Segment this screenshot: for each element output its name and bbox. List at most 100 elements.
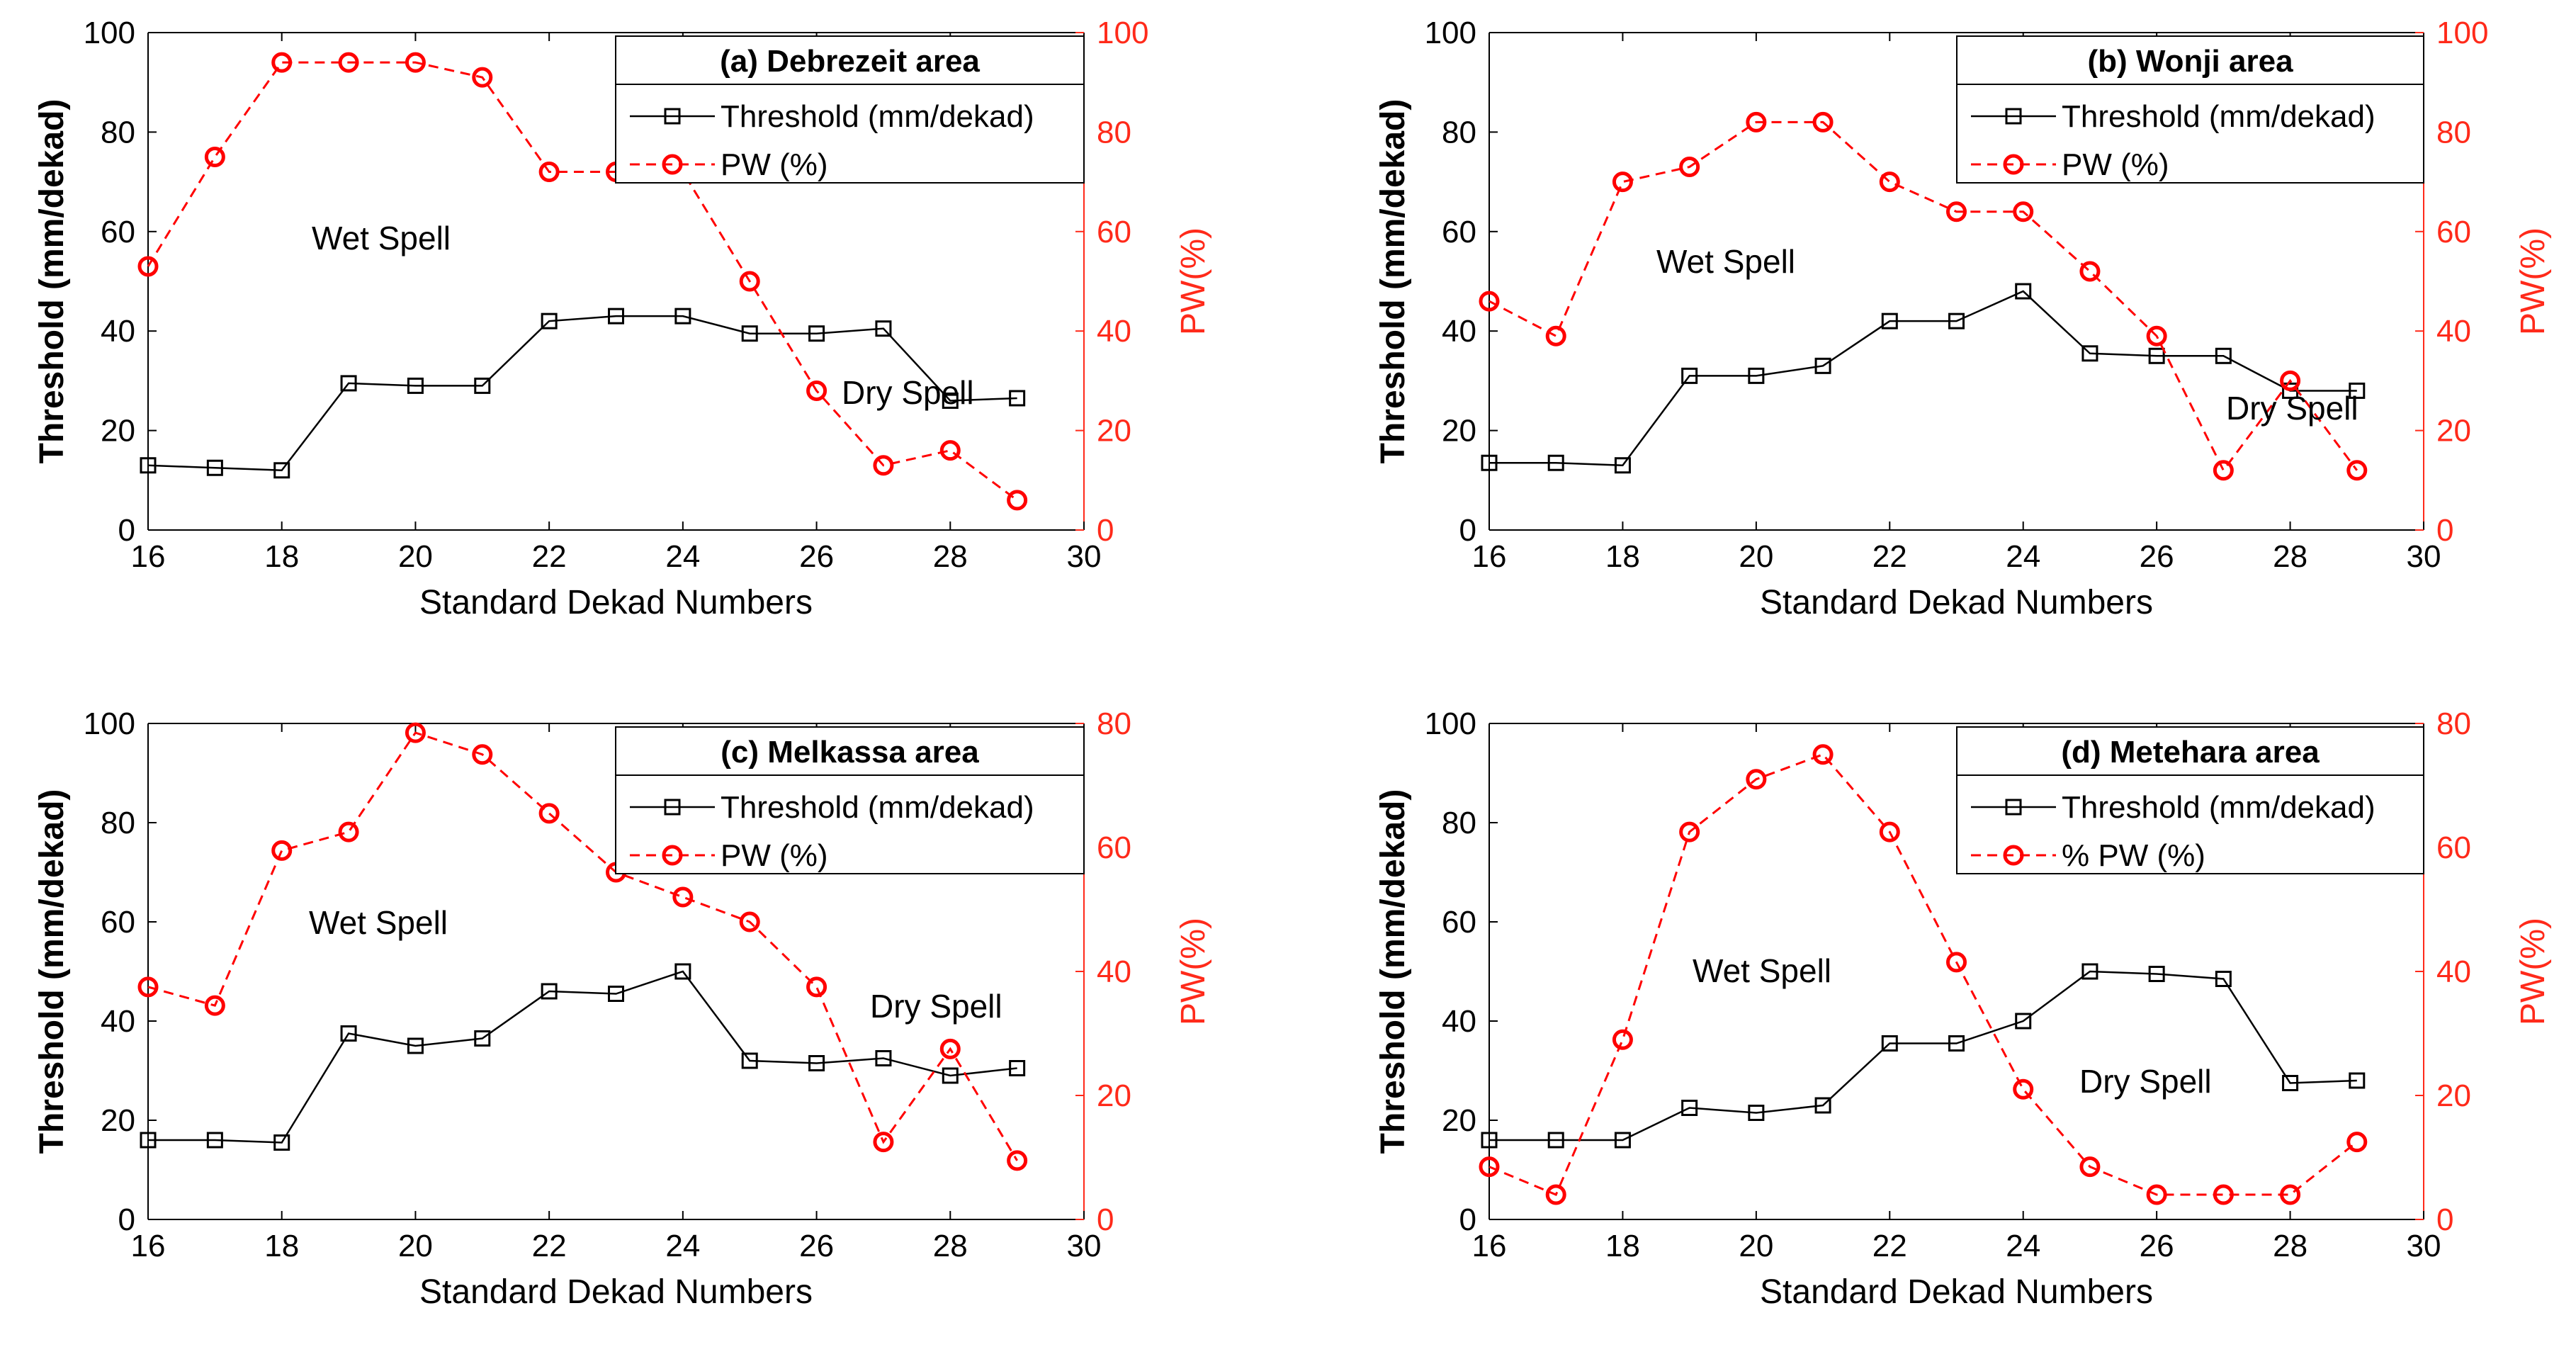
data-point-circle xyxy=(939,1038,961,1059)
data-point-circle xyxy=(739,271,760,292)
y-tick-label-right: 20 xyxy=(1097,1078,1131,1113)
annotation-dry-spell: Dry Spell xyxy=(2226,390,2358,427)
legend: (b) Wonji area Threshold (mm/dekad) PW (%) xyxy=(1956,35,2424,184)
chart-panel-a: 16 18 20 22 24 26 28 30020406080100020406080100… xyxy=(33,16,1212,621)
series-line xyxy=(147,315,1017,472)
legend-square-marker xyxy=(2005,799,2022,816)
x-tick-label: 20 xyxy=(398,539,433,574)
data-point-square xyxy=(2215,971,2232,987)
data-point-circle xyxy=(472,744,493,765)
y-tick-label-left: 80 xyxy=(1442,115,1476,150)
annotation-wet-spell: Wet Spell xyxy=(309,904,448,941)
data-point-circle xyxy=(1879,171,1900,193)
data-point-circle xyxy=(2280,1184,2301,1205)
x-tick-label: 28 xyxy=(2273,539,2307,574)
x-tick-label: 28 xyxy=(933,1229,968,1263)
y-tick-label-right: 60 xyxy=(1097,215,1131,249)
data-point-circle xyxy=(2346,460,2368,481)
legend-box xyxy=(1956,726,2424,874)
data-point-square xyxy=(541,312,558,329)
y-tick-label-right: 60 xyxy=(2436,215,2471,249)
y-tick-label-right: 0 xyxy=(2436,513,2453,548)
data-point-circle xyxy=(1946,952,1967,973)
data-point-square xyxy=(674,308,691,325)
x-tick-label: 18 xyxy=(264,1229,299,1263)
data-point-square xyxy=(407,377,424,394)
x-tick-label: 30 xyxy=(1067,1229,1102,1263)
series-line xyxy=(1489,970,2357,1142)
data-point-square xyxy=(2148,347,2165,364)
y-axis-label-left: Threshold (mm/dekad) xyxy=(1374,789,1412,1154)
x-tick-label: 26 xyxy=(2140,539,2174,574)
x-tick-label: 30 xyxy=(1067,539,1102,574)
annotation-wet-spell: Wet Spell xyxy=(1693,952,1831,989)
data-point-circle xyxy=(271,840,293,861)
series-pw xyxy=(137,722,1028,1171)
data-point-square xyxy=(1948,1035,1965,1052)
x-axis-label: Standard Dekad Numbers xyxy=(1760,1273,2153,1311)
x-tick-label: 24 xyxy=(2006,539,2040,574)
chart-panel-d: 16 18 20 22 24 26 28 30020406080100020406080Sta… xyxy=(1374,706,2552,1311)
y-tick-label-right: 80 xyxy=(1097,706,1131,741)
x-tick-label: 18 xyxy=(1605,539,1640,574)
y-tick-label-left: 100 xyxy=(84,706,135,741)
x-tick-label: 26 xyxy=(2140,1229,2174,1263)
data-point-square xyxy=(2081,345,2098,362)
y-tick-label-left: 100 xyxy=(1425,706,1476,741)
y-tick-label-left: 60 xyxy=(1442,215,1476,249)
y-tick-label-right: 80 xyxy=(1097,115,1131,150)
data-point-circle xyxy=(672,886,694,908)
legend: (d) Metehara area Threshold (mm/dekad) % P… xyxy=(1956,726,2424,874)
x-axis-label: Standard Dekad Numbers xyxy=(419,1273,813,1311)
data-point-circle xyxy=(2346,1132,2368,1153)
series-threshold xyxy=(140,308,1026,479)
data-point-circle xyxy=(1545,325,1566,346)
data-point-circle xyxy=(873,1132,894,1153)
data-point-square xyxy=(1881,1035,1898,1052)
legend-circle-marker xyxy=(2003,845,2024,866)
data-point-square xyxy=(1814,1097,1831,1114)
x-tick-label: 30 xyxy=(2407,1229,2441,1263)
y-tick-label-right: 20 xyxy=(2436,414,2471,449)
y-tick-label-right: 80 xyxy=(2436,115,2471,150)
data-point-square xyxy=(1614,457,1631,474)
legend-entry-label: Threshold (mm/dekad) xyxy=(721,99,1034,134)
y-tick-label-left: 80 xyxy=(101,115,135,150)
y-tick-label-right: 40 xyxy=(2436,954,2471,989)
x-tick-label: 24 xyxy=(665,1229,700,1263)
data-point-square xyxy=(2215,347,2232,364)
data-point-square xyxy=(942,1067,959,1084)
data-point-square xyxy=(741,325,758,342)
x-tick-label: 22 xyxy=(532,539,567,574)
y-tick-label-right: 100 xyxy=(1097,16,1148,50)
y-tick-label-left: 20 xyxy=(101,1103,135,1138)
x-tick-label: 26 xyxy=(799,1229,834,1263)
data-point-circle xyxy=(137,976,159,998)
annotation-dry-spell: Dry Spell xyxy=(2079,1063,2212,1100)
series-line xyxy=(147,731,1018,1161)
y-tick-label-right: 60 xyxy=(2436,830,2471,865)
x-tick-label: 20 xyxy=(1739,539,1773,574)
data-point-circle xyxy=(405,722,426,743)
data-point-square xyxy=(1481,1132,1498,1149)
legend-entry-label: % PW (%) xyxy=(2062,838,2205,873)
annotation-wet-spell: Wet Spell xyxy=(312,220,451,257)
x-tick-label: 16 xyxy=(1472,539,1507,574)
data-point-circle xyxy=(1007,1150,1028,1171)
y-tick-label-left: 0 xyxy=(118,513,135,548)
x-tick-label: 30 xyxy=(2407,539,2441,574)
y-tick-label-left: 60 xyxy=(101,215,135,249)
chart-title: (d) Metehara area xyxy=(2061,735,2320,770)
data-point-circle xyxy=(2213,1184,2234,1205)
data-point-circle xyxy=(2079,261,2101,282)
legend-entry-label: PW (%) xyxy=(721,147,828,182)
data-point-square xyxy=(1547,454,1564,471)
legend-circle-marker xyxy=(2003,154,2024,175)
data-point-square xyxy=(140,457,157,474)
data-point-square xyxy=(1681,367,1698,384)
data-point-square xyxy=(2148,966,2165,982)
x-axis-label: Standard Dekad Numbers xyxy=(1760,584,2153,621)
y-tick-label-left: 60 xyxy=(101,905,135,940)
data-point-square xyxy=(1948,312,1965,329)
data-point-circle xyxy=(2146,325,2167,346)
